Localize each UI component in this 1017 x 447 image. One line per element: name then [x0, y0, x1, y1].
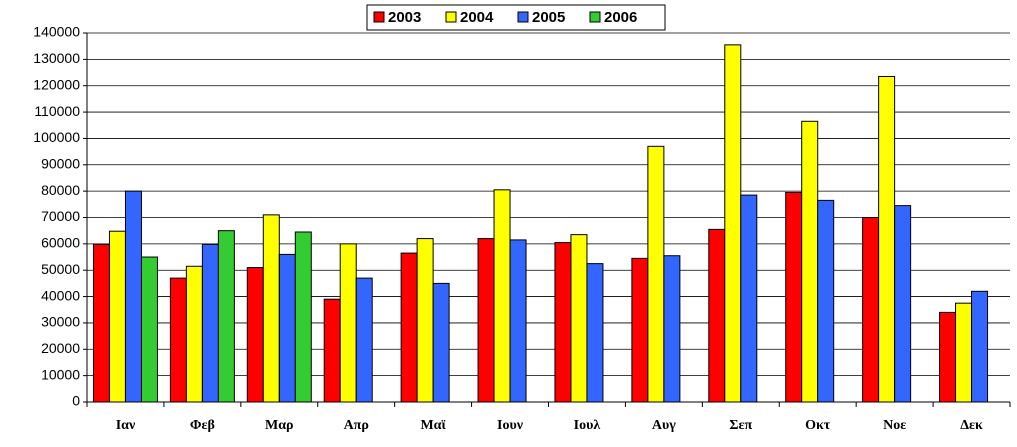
bar	[724, 44, 742, 403]
y-tick-label: 70000	[41, 208, 80, 224]
y-tick-label: 20000	[41, 340, 80, 356]
bar	[108, 230, 126, 403]
legend-box	[366, 4, 666, 31]
x-tick-label: Ιαν	[116, 418, 136, 433]
bar	[554, 242, 572, 403]
bar	[570, 234, 588, 403]
bar	[493, 189, 511, 403]
legend-label: 2004	[460, 9, 494, 26]
y-tick-label: 90000	[41, 155, 80, 171]
x-tick-label: Μαρ	[265, 418, 294, 433]
bar	[294, 231, 312, 403]
bar	[477, 238, 495, 403]
bar	[663, 255, 681, 403]
legend-swatch	[445, 11, 457, 23]
bar	[92, 243, 110, 403]
legend-swatch	[517, 11, 529, 23]
bar	[355, 277, 373, 403]
y-tick-label: 40000	[41, 287, 80, 303]
y-tick-label: 0	[72, 393, 80, 409]
bar	[262, 214, 280, 403]
bar	[339, 243, 357, 403]
bar	[955, 302, 973, 403]
legend-swatch	[589, 11, 601, 23]
x-tick-label: Οκτ	[805, 418, 831, 433]
legend-label: 2006	[604, 9, 637, 26]
bar	[647, 145, 665, 403]
bar	[801, 120, 819, 403]
bar	[400, 252, 418, 403]
y-tick-label: 100000	[33, 129, 80, 145]
bar	[169, 277, 187, 403]
legend-swatch	[373, 11, 385, 23]
x-tick-label: Νοε	[883, 418, 906, 433]
y-tick-label: 120000	[33, 76, 80, 92]
bar	[432, 282, 450, 403]
bar	[894, 205, 912, 403]
bar	[586, 263, 604, 403]
bar	[278, 253, 296, 403]
x-tick-label: Μαϊ	[420, 418, 446, 433]
bar	[939, 311, 957, 403]
bar	[124, 190, 142, 403]
x-tick-label: Απρ	[344, 418, 369, 433]
x-tick-label: Σεπ	[729, 418, 752, 433]
bar	[509, 239, 527, 403]
y-tick-label: 30000	[41, 314, 80, 330]
bar	[323, 298, 341, 403]
legend-label: 2005	[532, 9, 565, 26]
bar	[246, 267, 264, 403]
bar	[817, 199, 835, 403]
y-tick-label: 140000	[33, 24, 80, 40]
bar	[185, 265, 203, 403]
x-tick-label: Αυγ	[652, 418, 676, 433]
bar	[217, 230, 235, 403]
bar	[785, 191, 803, 403]
y-tick-label: 60000	[41, 235, 80, 251]
legend-label: 2003	[388, 9, 421, 26]
y-tick-label: 10000	[41, 366, 80, 382]
bar	[740, 194, 758, 403]
bar	[631, 257, 649, 403]
bar	[708, 228, 726, 403]
x-tick-label: Φεβ	[190, 418, 215, 433]
y-tick-label: 80000	[41, 182, 80, 198]
x-tick-label: Δεκ	[960, 418, 983, 433]
bar	[416, 238, 434, 403]
bar	[878, 75, 896, 403]
bar	[140, 256, 158, 403]
x-tick-label: Ιουλ	[574, 418, 601, 433]
y-tick-label: 130000	[33, 50, 80, 66]
y-tick-label: 50000	[41, 261, 80, 277]
x-tick-label: Ιουν	[497, 418, 524, 433]
bar	[971, 290, 989, 403]
bar	[201, 243, 219, 403]
y-tick-label: 110000	[34, 103, 80, 119]
bar	[862, 217, 880, 403]
